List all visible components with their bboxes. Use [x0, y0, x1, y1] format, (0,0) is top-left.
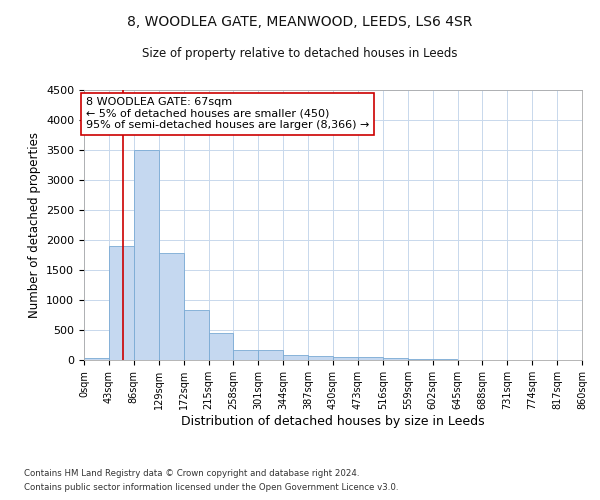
Bar: [283, 354, 308, 360]
Bar: [209, 333, 233, 360]
X-axis label: Distribution of detached houses by size in Leeds: Distribution of detached houses by size …: [181, 414, 485, 428]
Bar: [233, 350, 259, 360]
Text: 8, WOODLEA GATE, MEANWOOD, LEEDS, LS6 4SR: 8, WOODLEA GATE, MEANWOOD, LEEDS, LS6 4S…: [127, 15, 473, 29]
Bar: [184, 310, 209, 360]
Bar: [109, 246, 134, 360]
Text: Contains public sector information licensed under the Open Government Licence v3: Contains public sector information licen…: [24, 484, 398, 492]
Bar: [383, 358, 408, 360]
Text: 8 WOODLEA GATE: 67sqm
← 5% of detached houses are smaller (450)
95% of semi-deta: 8 WOODLEA GATE: 67sqm ← 5% of detached h…: [86, 97, 369, 130]
Bar: [134, 150, 159, 360]
Bar: [333, 356, 358, 360]
Bar: [408, 359, 433, 360]
Y-axis label: Number of detached properties: Number of detached properties: [28, 132, 41, 318]
Bar: [84, 358, 109, 360]
Bar: [159, 253, 184, 360]
Text: Contains HM Land Registry data © Crown copyright and database right 2024.: Contains HM Land Registry data © Crown c…: [24, 468, 359, 477]
Bar: [259, 350, 283, 360]
Text: Size of property relative to detached houses in Leeds: Size of property relative to detached ho…: [142, 48, 458, 60]
Bar: [358, 358, 383, 360]
Bar: [308, 356, 333, 360]
